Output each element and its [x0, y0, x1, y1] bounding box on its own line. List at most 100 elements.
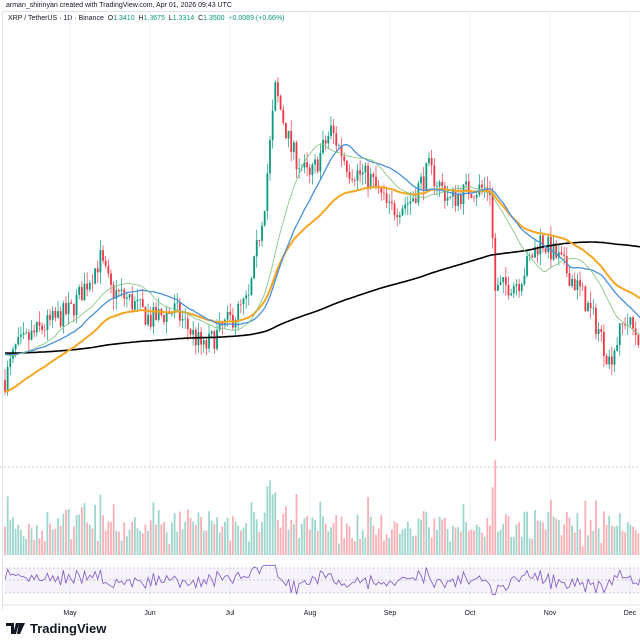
volume-bar: [226, 517, 229, 555]
close-value: 1.3500: [203, 15, 225, 22]
ma-green-line: [4, 143, 640, 357]
candle-body: [197, 332, 200, 346]
volume-bar: [277, 519, 279, 555]
candle-body: [391, 201, 393, 204]
volume-bar: [311, 517, 314, 555]
volume-bar: [261, 521, 263, 555]
volume-bar: [295, 493, 298, 555]
volume-bar: [133, 517, 136, 555]
candle-body: [88, 283, 91, 290]
candle-body: [624, 324, 626, 326]
volume-bar: [255, 519, 258, 555]
candle-body: [587, 302, 589, 312]
candle-body: [444, 186, 446, 201]
candle-body: [470, 194, 473, 198]
volume-bar: [179, 511, 181, 555]
volume-bar: [502, 523, 505, 555]
volume-bar: [216, 517, 218, 555]
volume-bar: [157, 510, 160, 555]
candle-body: [322, 140, 324, 153]
volume-bar: [438, 516, 441, 555]
candle-body: [603, 331, 605, 356]
volume-bar: [430, 537, 433, 555]
volume-bar: [102, 515, 104, 555]
volume-bar: [303, 518, 306, 555]
candle-body: [539, 235, 542, 255]
candle-body: [255, 240, 258, 257]
volume-bar: [247, 541, 250, 555]
candle-body: [49, 315, 51, 320]
volume-bar: [626, 522, 629, 555]
volume-bar: [332, 522, 335, 555]
volume-bar: [35, 525, 38, 555]
candle-body: [565, 256, 568, 274]
volume-bar: [610, 525, 613, 555]
candle-body: [629, 317, 632, 325]
price-chart[interactable]: May Jun Jul Aug Sep Oct Nov Dec: [0, 0, 640, 620]
volume-bar: [510, 537, 513, 555]
volume-bar: [618, 513, 621, 555]
volume-bar: [78, 514, 81, 555]
volume-bar: [57, 518, 59, 555]
volume-bar: [629, 524, 632, 555]
volume-bar: [253, 512, 255, 555]
candle-body: [91, 283, 94, 284]
volume-bar: [377, 528, 380, 555]
change-value: +0.0089 (+0.66%): [228, 15, 285, 22]
candle-body: [324, 140, 327, 144]
candle-body: [626, 324, 629, 326]
volume-bar: [12, 517, 14, 555]
volume-bar: [428, 527, 430, 555]
volume-bar: [330, 527, 332, 555]
volume-bar: [597, 528, 600, 555]
volume-bar: [189, 517, 192, 555]
candle-body: [314, 159, 316, 165]
time-axis-label-jun: Jun: [144, 610, 155, 617]
candle-body: [526, 256, 528, 276]
candle-body: [550, 236, 552, 260]
candle-body: [547, 236, 550, 253]
volume-bar: [168, 543, 171, 555]
volume-bar: [30, 528, 33, 555]
volume-bar: [186, 509, 189, 555]
volume-bar: [316, 531, 319, 555]
volume-bar: [446, 529, 449, 555]
volume-bar: [547, 511, 550, 555]
volume-bar: [115, 530, 118, 555]
candle-body: [22, 332, 25, 335]
volume-bar: [279, 527, 282, 555]
volume-bar: [576, 513, 579, 555]
candle-body: [73, 303, 75, 316]
volume-bar: [300, 524, 303, 555]
volume-bar: [470, 529, 473, 555]
candle-body: [433, 165, 436, 187]
high-value: 1.3675: [143, 15, 165, 22]
volume-bar: [603, 511, 605, 555]
chart-frame: [2, 11, 640, 610]
candle-body: [338, 145, 340, 146]
candle-body: [542, 235, 544, 249]
candle-body: [189, 329, 192, 335]
candle-body: [621, 323, 624, 325]
candle-body: [277, 82, 279, 96]
volume-bar: [393, 521, 396, 555]
candle-body: [65, 303, 67, 315]
volume-bar: [383, 540, 385, 555]
candle-body: [457, 194, 460, 206]
candle-body: [369, 173, 372, 188]
volume-bar: [624, 532, 626, 555]
volume-bar: [210, 520, 213, 555]
candle-body: [229, 311, 232, 315]
candle-body: [9, 358, 12, 368]
volume-bar: [536, 520, 539, 555]
candle-body: [126, 297, 128, 299]
volume-bar: [27, 523, 30, 555]
candle-body: [110, 273, 112, 285]
volume-bar: [565, 511, 568, 555]
volume-bar: [160, 524, 163, 555]
volume-bar: [176, 531, 179, 555]
volume-bar: [208, 511, 210, 555]
candle-body: [597, 329, 600, 334]
candle-body: [139, 299, 142, 300]
volume-bar: [319, 501, 322, 555]
